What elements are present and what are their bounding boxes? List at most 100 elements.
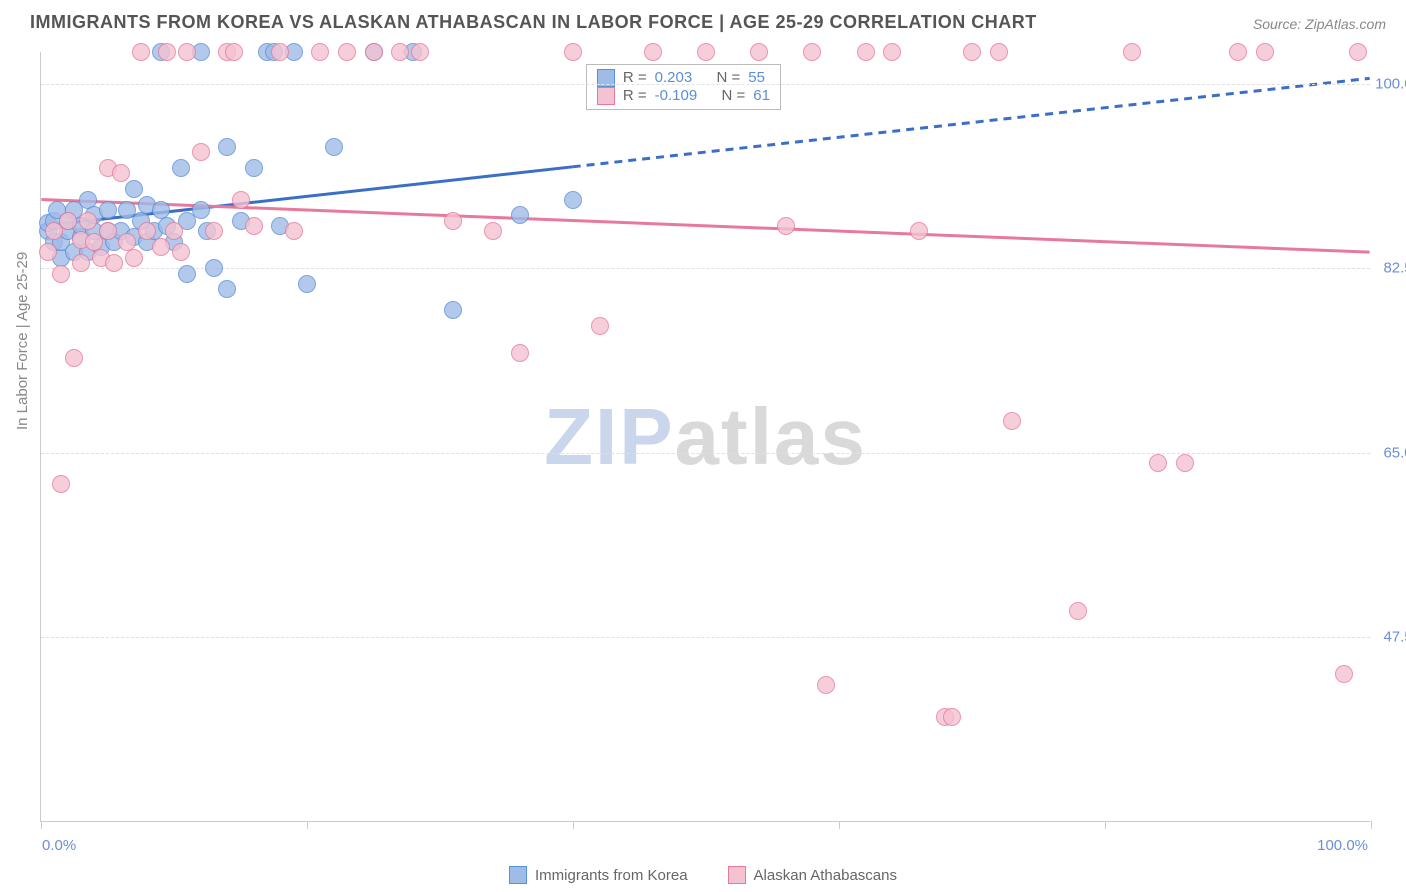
scatter-point-korea — [564, 191, 582, 209]
scatter-point-korea — [125, 180, 143, 198]
scatter-point-athabascan — [152, 238, 170, 256]
scatter-point-athabascan — [192, 143, 210, 161]
gridline — [41, 453, 1370, 454]
x-tick — [573, 821, 574, 829]
scatter-point-athabascan — [311, 43, 329, 61]
x-tick — [1105, 821, 1106, 829]
scatter-point-athabascan — [1123, 43, 1141, 61]
scatter-point-athabascan — [132, 43, 150, 61]
scatter-point-athabascan — [750, 43, 768, 61]
scatter-point-athabascan — [172, 243, 190, 261]
scatter-point-athabascan — [1229, 43, 1247, 61]
scatter-point-athabascan — [644, 43, 662, 61]
x-tick — [839, 821, 840, 829]
x-tick — [41, 821, 42, 829]
scatter-point-athabascan — [178, 43, 196, 61]
scatter-point-athabascan — [158, 43, 176, 61]
r-value: -0.109 — [655, 87, 698, 104]
scatter-point-athabascan — [1149, 454, 1167, 472]
scatter-point-athabascan — [79, 212, 97, 230]
scatter-point-athabascan — [65, 349, 83, 367]
scatter-point-athabascan — [59, 212, 77, 230]
scatter-point-korea — [178, 265, 196, 283]
scatter-point-korea — [325, 138, 343, 156]
scatter-point-athabascan — [1003, 412, 1021, 430]
legend-label: Alaskan Athabascans — [754, 867, 897, 884]
scatter-point-athabascan — [105, 254, 123, 272]
scatter-point-athabascan — [1335, 665, 1353, 683]
scatter-point-athabascan — [72, 254, 90, 272]
scatter-point-athabascan — [271, 43, 289, 61]
legend-item-athabascan: Alaskan Athabascans — [728, 866, 897, 884]
x-tick — [307, 821, 308, 829]
scatter-point-athabascan — [963, 43, 981, 61]
scatter-point-athabascan — [365, 43, 383, 61]
scatter-point-athabascan — [591, 317, 609, 335]
scatter-point-athabascan — [1349, 43, 1367, 61]
x-max-label: 100.0% — [1317, 837, 1368, 854]
gridline — [41, 84, 1370, 85]
x-tick — [1371, 821, 1372, 829]
scatter-point-athabascan — [112, 164, 130, 182]
scatter-point-athabascan — [857, 43, 875, 61]
scatter-point-athabascan — [1176, 454, 1194, 472]
scatter-point-athabascan — [285, 222, 303, 240]
scatter-point-athabascan — [225, 43, 243, 61]
scatter-point-korea — [172, 159, 190, 177]
scatter-point-athabascan — [138, 222, 156, 240]
chart-area: ZIPatlas R = 0.203 N = 55R = -0.109 N = … — [40, 52, 1370, 822]
scatter-point-athabascan — [125, 249, 143, 267]
n-label: N = — [722, 87, 746, 104]
stats-legend: R = 0.203 N = 55R = -0.109 N = 61 — [586, 64, 781, 110]
scatter-point-korea — [245, 159, 263, 177]
scatter-point-athabascan — [444, 212, 462, 230]
scatter-point-athabascan — [564, 43, 582, 61]
series-legend: Immigrants from Korea Alaskan Athabascan… — [0, 866, 1406, 884]
scatter-point-athabascan — [411, 43, 429, 61]
scatter-point-athabascan — [52, 265, 70, 283]
scatter-point-athabascan — [817, 676, 835, 694]
scatter-point-korea — [511, 206, 529, 224]
scatter-point-athabascan — [338, 43, 356, 61]
stats-row-athabascan: R = -0.109 N = 61 — [597, 87, 770, 105]
regression-lines — [41, 52, 1370, 821]
scatter-point-athabascan — [1069, 602, 1087, 620]
scatter-point-athabascan — [484, 222, 502, 240]
scatter-point-athabascan — [1256, 43, 1274, 61]
legend-swatch-korea — [509, 866, 527, 884]
y-tick-label: 100.0% — [1375, 75, 1406, 92]
scatter-point-athabascan — [910, 222, 928, 240]
scatter-point-athabascan — [52, 475, 70, 493]
scatter-point-athabascan — [99, 222, 117, 240]
y-axis-label: In Labor Force | Age 25-29 — [14, 252, 31, 430]
scatter-point-athabascan — [39, 243, 57, 261]
scatter-point-athabascan — [232, 191, 250, 209]
scatter-point-athabascan — [511, 344, 529, 362]
chart-title: IMMIGRANTS FROM KOREA VS ALASKAN ATHABAS… — [30, 12, 1037, 33]
legend-label: Immigrants from Korea — [535, 867, 688, 884]
scatter-point-athabascan — [165, 222, 183, 240]
scatter-point-korea — [218, 138, 236, 156]
legend-item-korea: Immigrants from Korea — [509, 866, 688, 884]
scatter-point-athabascan — [697, 43, 715, 61]
scatter-point-korea — [298, 275, 316, 293]
scatter-point-athabascan — [883, 43, 901, 61]
source-text: Source: ZipAtlas.com — [1253, 16, 1386, 32]
y-tick-label: 47.5% — [1383, 629, 1406, 646]
x-min-label: 0.0% — [42, 837, 76, 854]
gridline — [41, 268, 1370, 269]
scatter-point-athabascan — [205, 222, 223, 240]
scatter-point-athabascan — [391, 43, 409, 61]
legend-swatch — [597, 87, 615, 105]
scatter-point-korea — [205, 259, 223, 277]
scatter-point-korea — [444, 301, 462, 319]
y-tick-label: 65.0% — [1383, 444, 1406, 461]
y-tick-label: 82.5% — [1383, 260, 1406, 277]
scatter-point-athabascan — [990, 43, 1008, 61]
scatter-point-korea — [192, 201, 210, 219]
scatter-point-athabascan — [777, 217, 795, 235]
r-label: R = — [623, 87, 647, 104]
scatter-point-athabascan — [245, 217, 263, 235]
scatter-point-korea — [218, 280, 236, 298]
scatter-point-korea — [99, 201, 117, 219]
